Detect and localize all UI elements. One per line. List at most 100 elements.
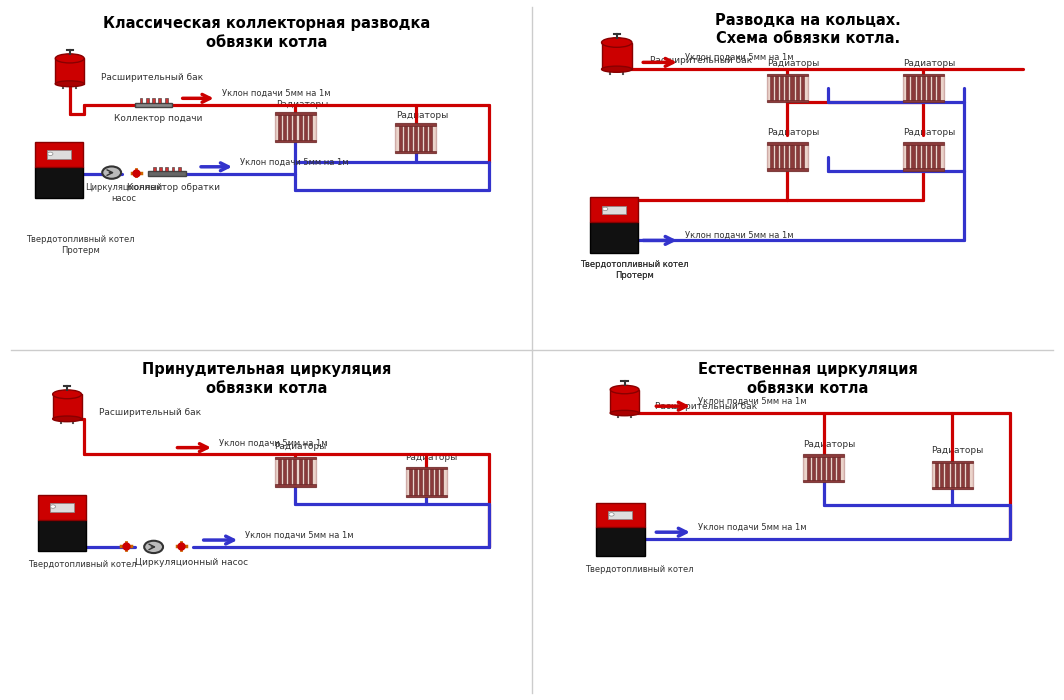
Ellipse shape: [53, 416, 82, 421]
Bar: [53, 394, 82, 419]
Bar: [146, 99, 149, 103]
Circle shape: [144, 540, 163, 553]
Bar: [283, 113, 286, 141]
Bar: [430, 468, 433, 496]
Text: Естественная циркуляция
обвязки котла: Естественная циркуляция обвязки котла: [698, 362, 918, 396]
Bar: [591, 197, 638, 222]
Bar: [278, 458, 281, 486]
Bar: [152, 99, 155, 103]
Bar: [275, 140, 316, 143]
Bar: [148, 172, 185, 176]
Bar: [955, 462, 959, 488]
Bar: [399, 125, 402, 153]
Bar: [396, 123, 436, 153]
Bar: [299, 113, 301, 141]
Bar: [903, 99, 944, 102]
Bar: [178, 167, 181, 172]
Bar: [791, 75, 794, 101]
Point: [117, 540, 134, 552]
Bar: [767, 143, 808, 145]
Text: Радиаторы: Радиаторы: [767, 128, 819, 137]
Bar: [396, 123, 436, 126]
Bar: [405, 494, 447, 497]
Bar: [817, 455, 820, 481]
Bar: [419, 468, 422, 496]
Bar: [35, 167, 83, 199]
Bar: [152, 167, 155, 172]
Bar: [425, 125, 428, 153]
Bar: [294, 458, 297, 486]
Text: Радиаторы: Радиаторы: [903, 60, 955, 69]
Bar: [439, 468, 443, 496]
Ellipse shape: [610, 385, 639, 394]
Bar: [776, 144, 778, 169]
Bar: [405, 467, 447, 497]
Bar: [409, 125, 412, 153]
Bar: [921, 75, 925, 101]
Bar: [941, 462, 944, 488]
Bar: [171, 167, 174, 172]
Bar: [299, 458, 301, 486]
Ellipse shape: [610, 410, 639, 416]
Bar: [596, 527, 645, 556]
Bar: [932, 486, 972, 489]
Circle shape: [102, 167, 121, 178]
Text: Уклон подачи 5мм на 1м: Уклон подачи 5мм на 1м: [685, 52, 794, 62]
Bar: [803, 454, 845, 456]
Bar: [776, 75, 778, 101]
Circle shape: [609, 512, 614, 516]
Bar: [907, 75, 910, 101]
Text: Радиаторы: Радиаторы: [405, 453, 458, 461]
Text: Радиаторы: Радиаторы: [275, 442, 327, 452]
Ellipse shape: [601, 66, 632, 72]
Text: Твердотопливный котел
Протерм: Твердотопливный котел Протерм: [27, 235, 135, 255]
Bar: [596, 503, 645, 527]
Text: Классическая коллекторная разводка
обвязки котла: Классическая коллекторная разводка обвяз…: [103, 16, 430, 50]
Bar: [937, 75, 941, 101]
Bar: [903, 143, 944, 145]
Bar: [961, 462, 964, 488]
Text: Уклон подачи 5мм на 1м: Уклон подачи 5мм на 1м: [221, 90, 330, 99]
Bar: [932, 461, 972, 463]
Ellipse shape: [601, 38, 632, 48]
Bar: [47, 150, 71, 159]
Bar: [927, 144, 930, 169]
Text: Радиаторы: Радиаторы: [276, 99, 328, 108]
Text: Циркуляционный насос: Циркуляционный насос: [135, 559, 248, 568]
Text: Радиаторы: Радиаторы: [767, 60, 819, 69]
Bar: [950, 462, 953, 488]
Bar: [288, 113, 292, 141]
Bar: [50, 503, 73, 512]
Bar: [609, 511, 632, 519]
Bar: [403, 125, 406, 153]
Circle shape: [50, 505, 55, 508]
Text: Уклон подачи 5мм на 1м: Уклон подачи 5мм на 1м: [240, 158, 349, 167]
Text: Расширительный бак: Расширительный бак: [655, 402, 758, 411]
Text: Принудительная циркуляция
обвязки котла: Принудительная циркуляция обвязки котла: [142, 362, 392, 396]
Bar: [414, 468, 417, 496]
Bar: [932, 144, 935, 169]
Bar: [435, 468, 437, 496]
Bar: [903, 168, 944, 171]
Bar: [907, 144, 910, 169]
Bar: [822, 455, 826, 481]
Bar: [837, 455, 841, 481]
Bar: [932, 75, 935, 101]
Text: Твердотопливный котел
Протерм: Твердотопливный котел Протерм: [580, 260, 688, 280]
Bar: [767, 168, 808, 171]
Text: Твердотопливный котел: Твердотопливный котел: [28, 560, 136, 569]
Text: Радиаторы: Радиаторы: [397, 111, 449, 120]
Bar: [966, 462, 969, 488]
Bar: [425, 468, 428, 496]
Bar: [275, 456, 316, 459]
Text: Расширительный бак: Расширительный бак: [99, 408, 201, 417]
Text: Расширительный бак: Расширительный бак: [101, 74, 203, 83]
Bar: [275, 113, 316, 115]
Bar: [916, 144, 919, 169]
Ellipse shape: [53, 390, 82, 399]
Bar: [294, 113, 297, 141]
Bar: [283, 458, 286, 486]
Bar: [946, 462, 948, 488]
Bar: [767, 143, 808, 171]
Bar: [602, 206, 627, 214]
